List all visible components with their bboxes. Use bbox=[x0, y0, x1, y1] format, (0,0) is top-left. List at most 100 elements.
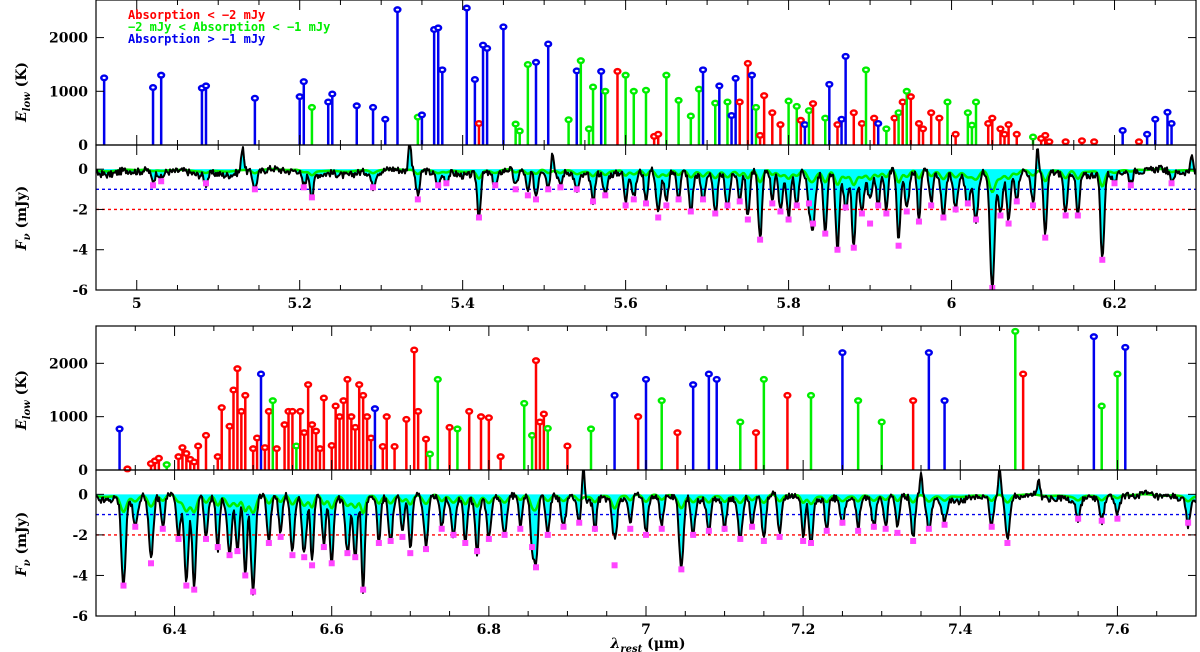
level-marker-hole-81 bbox=[738, 420, 742, 424]
ytick-label-0: 0 bbox=[78, 487, 88, 503]
stick-marker-47 bbox=[895, 242, 902, 249]
level-marker-hole-74 bbox=[860, 122, 864, 125]
stick-marker-63 bbox=[1099, 256, 1106, 263]
level-marker-hole-18 bbox=[436, 26, 440, 30]
level-marker-hole-26 bbox=[514, 122, 518, 126]
stick-marker-50 bbox=[928, 202, 935, 209]
level-marker-hole-79 bbox=[707, 372, 711, 376]
stick-marker-24 bbox=[387, 537, 394, 544]
level-marker-hole-85 bbox=[921, 127, 925, 130]
stick-marker-36 bbox=[793, 202, 800, 209]
level-marker-hole-14 bbox=[220, 406, 224, 409]
level-marker-hole-106 bbox=[1121, 129, 1125, 132]
level-marker-hole-29 bbox=[534, 61, 538, 64]
level-marker-hole-56 bbox=[750, 74, 754, 77]
level-marker-hole-51 bbox=[385, 415, 389, 418]
level-marker-hole-28 bbox=[526, 63, 530, 66]
level-marker-hole-83 bbox=[909, 95, 913, 98]
level-marker-hole-67 bbox=[534, 359, 538, 362]
bottom-spectrum-axis: 0 -2 -4 -6 6.4 6.6 6.8 7 7.2 7.4 7.6 bbox=[72, 470, 1197, 638]
level-marker-hole-54 bbox=[412, 348, 416, 352]
level-marker-hole-17 bbox=[235, 367, 240, 370]
level-marker-hole-4 bbox=[157, 457, 161, 460]
level-marker-hole-62 bbox=[479, 415, 483, 418]
stick-marker-58 bbox=[1013, 198, 1020, 205]
stick-marker-59 bbox=[882, 525, 889, 532]
stick-marker-46 bbox=[690, 531, 697, 538]
stick-marker-64 bbox=[1111, 180, 1118, 187]
level-marker-hole-87 bbox=[937, 117, 941, 120]
stick-marker-55 bbox=[823, 527, 830, 534]
stick-marker-20 bbox=[622, 202, 629, 209]
level-marker-hole-104 bbox=[1080, 139, 1084, 142]
level-marker-hole-108 bbox=[1145, 133, 1149, 136]
xtick-label-2: 6.8 bbox=[477, 622, 501, 638]
stick-marker-2 bbox=[148, 560, 154, 567]
level-marker-hole-92 bbox=[1013, 330, 1017, 333]
level-marker-hole-24 bbox=[267, 410, 271, 413]
ytick-label-2: -4 bbox=[72, 243, 88, 259]
level-marker-hole-94 bbox=[1092, 335, 1096, 338]
level-marker-hole-8 bbox=[310, 106, 314, 109]
xtick-label-3: 7 bbox=[641, 622, 651, 638]
ytick-label-1: -2 bbox=[72, 528, 88, 544]
xtick-label-6: 7.6 bbox=[1105, 622, 1129, 638]
stick-marker-42 bbox=[850, 244, 857, 251]
stick-marker-5 bbox=[308, 194, 315, 201]
stick-marker-35 bbox=[529, 544, 536, 551]
level-marker-hole-20 bbox=[251, 447, 255, 450]
level-marker-hole-2 bbox=[159, 74, 163, 77]
stick-marker-34 bbox=[777, 208, 784, 215]
level-marker-hole-52 bbox=[729, 114, 734, 117]
top-spectrum-ylabel: Fν (mJy) bbox=[14, 186, 33, 252]
stick-marker-3 bbox=[251, 186, 258, 193]
level-marker-hole-22 bbox=[477, 122, 481, 125]
level-marker-hole-76 bbox=[872, 117, 876, 120]
level-marker-hole-50 bbox=[717, 84, 721, 88]
stick-marker-13 bbox=[265, 540, 272, 546]
level-marker-hole-75 bbox=[864, 68, 868, 71]
level-marker-hole-31 bbox=[566, 118, 571, 121]
stick-marker-31 bbox=[744, 216, 751, 223]
ytick-label-0: 0 bbox=[78, 463, 88, 479]
level-marker-hole-36 bbox=[599, 70, 603, 73]
stick-marker-34 bbox=[517, 525, 524, 532]
level-marker-hole-49 bbox=[373, 407, 377, 410]
legend-medium: −2 mJy < Absorption < −1 mJy bbox=[128, 20, 330, 34]
level-marker-hole-50 bbox=[381, 445, 385, 448]
stick-marker-50 bbox=[749, 523, 756, 530]
stick-marker-1 bbox=[158, 178, 165, 185]
stick-marker-20 bbox=[344, 550, 351, 557]
level-marker-hole-97 bbox=[1006, 123, 1011, 126]
level-marker-hole-107 bbox=[1137, 140, 1141, 143]
stick-marker-11 bbox=[242, 572, 249, 579]
level-marker-hole-96 bbox=[1115, 372, 1120, 376]
level-marker-hole-69 bbox=[827, 83, 831, 86]
xtick-label-0: 5 bbox=[132, 296, 142, 312]
level-marker-hole-36 bbox=[318, 447, 322, 450]
stick-marker-61 bbox=[910, 537, 917, 544]
top-levels-ylabel-main: E bbox=[14, 111, 30, 123]
level-marker-hole-20 bbox=[465, 6, 469, 10]
level-marker-hole-37 bbox=[322, 396, 326, 400]
stick-marker-58 bbox=[870, 523, 877, 530]
level-marker-hole-68 bbox=[823, 117, 827, 120]
level-marker-hole-26 bbox=[275, 447, 279, 450]
stick-marker-26 bbox=[407, 550, 414, 557]
stick-marker-41 bbox=[611, 562, 618, 569]
level-marker-hole-27 bbox=[518, 129, 522, 133]
level-marker-hole-77 bbox=[675, 431, 680, 434]
top-levels-axis: 0 1000 2000 bbox=[49, 0, 1197, 154]
ytick-label-0: 0 bbox=[78, 162, 88, 178]
level-marker-hole-62 bbox=[786, 99, 791, 103]
stick-marker-40 bbox=[834, 246, 841, 253]
stick-marker-33 bbox=[769, 200, 776, 207]
ytick-label-3: -6 bbox=[72, 283, 88, 299]
level-marker-hole-60 bbox=[455, 427, 460, 431]
top-levels-ylabel-unit: (K) bbox=[14, 62, 30, 92]
level-marker-hole-47 bbox=[697, 88, 701, 91]
level-marker-hole-56 bbox=[424, 437, 428, 441]
level-marker-hole-4 bbox=[204, 84, 208, 88]
stick-marker-53 bbox=[800, 537, 807, 544]
level-marker-hole-70 bbox=[546, 427, 550, 430]
